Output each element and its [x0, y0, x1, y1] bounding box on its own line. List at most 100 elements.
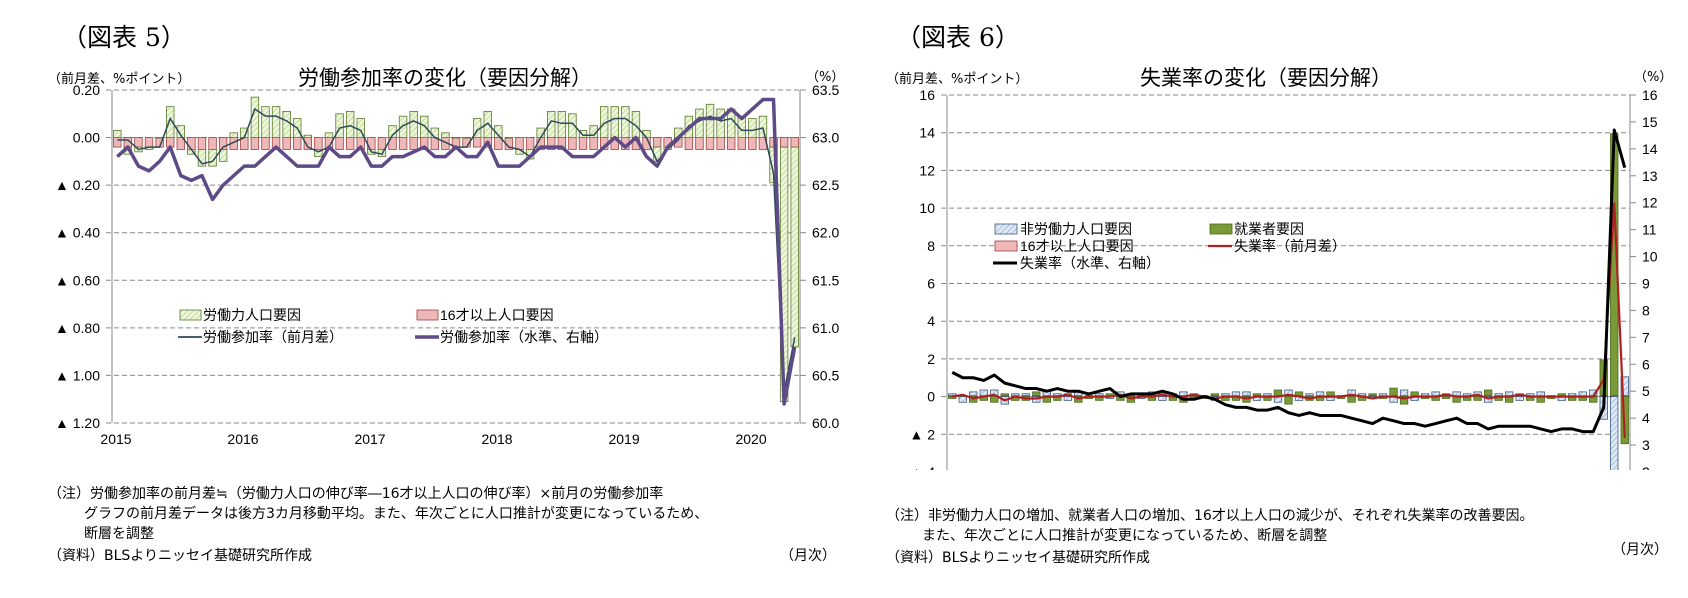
y-left-tick-label: ▲ 0.20: [55, 177, 100, 193]
bar-pop16: [779, 137, 789, 148]
chart1-title: 労働参加率の変化（要因分解）: [298, 66, 592, 90]
bar-pop16: [652, 137, 662, 148]
line-ur-diff: [952, 202, 1626, 439]
chart1-plot: 0.20 0.00 ▲ 0.20 ▲ 0.40 ▲ 0.60 ▲ 0.80 ▲ 1.00 ▲ …: [55, 82, 839, 447]
bar-pop16: [144, 137, 154, 148]
y-left-tick-label: 0.20: [73, 82, 100, 98]
y-left-tick-label: 4: [927, 313, 935, 329]
bar-pop16: [727, 137, 736, 150]
bar-pop16: [705, 137, 715, 150]
bar-pop16: [589, 137, 598, 150]
bar-nilf: [1578, 391, 1587, 397]
bar-pop16: [377, 137, 387, 150]
legend-label-pop16: 16才以上人口要因: [1020, 238, 1134, 254]
chart2-right-unit: （%）: [1634, 70, 1673, 85]
bar-labor-force: [578, 130, 588, 138]
legend-label-pop16: 16才以上人口要因: [440, 307, 554, 323]
bar-labor-force: [229, 132, 238, 138]
bar-pop16: [208, 137, 217, 150]
bar-employed: [1557, 393, 1566, 397]
bar-labor-force: [166, 106, 175, 138]
bar-labor-force: [790, 146, 799, 348]
bar-labor-force: [504, 137, 514, 139]
y-right-tick-label: 10: [1642, 249, 1658, 265]
bar-pop16: [345, 137, 355, 150]
bar-nilf: [1620, 376, 1629, 397]
bar-employed: [1032, 391, 1041, 397]
bar-pop16: [737, 137, 746, 150]
chart1-note-1: （注）労働参加率の前月差≒（労働力人口の伸び率―16才以上人口の伸び率）×前月の…: [48, 486, 664, 502]
bar-employed: [1347, 396, 1356, 403]
y-left-tick-label: 10: [919, 200, 935, 216]
bar-nilf: [1315, 391, 1325, 397]
legend-swatch-employed: [1209, 223, 1233, 235]
bar-labor-force: [409, 111, 418, 138]
bar-nilf: [1568, 393, 1577, 397]
bar-pop16: [197, 137, 207, 150]
bar-pop16: [748, 137, 757, 150]
y-left-tick-label: 0.00: [73, 130, 100, 146]
legend-label-employed: 就業者要因: [1234, 221, 1304, 237]
bar-nilf: [1399, 389, 1409, 397]
y-left-tick-label: ▲ 2: [909, 426, 935, 442]
y-right-tick-label: 12: [1642, 195, 1658, 211]
bar-labor-force: [345, 111, 355, 138]
bar-labor-force: [271, 106, 281, 138]
line-lfpr-level: [116, 97, 797, 406]
bar-nilf: [1263, 393, 1272, 397]
y-right-tick-label: 3: [1642, 437, 1650, 453]
y-right-tick-label: 61.0: [812, 320, 839, 336]
chart1-right-unit: （%）: [806, 70, 845, 85]
bar-nilf: [1063, 396, 1072, 401]
y-right-tick-label: 16: [1642, 87, 1658, 103]
bar-labor-force: [430, 127, 440, 138]
bar-nilf: [1305, 393, 1314, 397]
bar-pop16: [134, 137, 143, 148]
y-right-tick-label: 4: [1642, 410, 1650, 426]
bar-nilf: [1536, 391, 1545, 397]
bar-nilf: [1221, 393, 1230, 397]
bar-labor-force: [324, 132, 334, 138]
bar-labor-force: [716, 108, 725, 138]
bar-nilf: [1011, 393, 1020, 397]
y-right-tick-label: 5: [1642, 383, 1650, 399]
y-right-tick-label: 62.5: [812, 177, 839, 193]
bar-pop16: [398, 137, 408, 150]
bar-labor-force: [420, 115, 429, 138]
bar-labor-force: [113, 130, 122, 138]
legend-label-labor-force: 労働力人口要因: [203, 307, 301, 323]
bar-employed: [1399, 396, 1409, 405]
line-lfpr-diff: [117, 107, 796, 393]
chart1-left-unit: （前月差、%ポイント）: [48, 72, 191, 87]
bar-labor-force: [261, 106, 270, 138]
bar-labor-force: [451, 137, 461, 139]
y-right-tick-label: 14: [1642, 141, 1658, 157]
bar-labor-force: [758, 115, 768, 138]
bar-pop16: [409, 137, 418, 150]
bar-labor-force: [462, 137, 471, 139]
bar-nilf: [1158, 396, 1167, 401]
y-left-tick-label: ▲ 0.60: [55, 272, 100, 288]
y-right-tick-label: 62.0: [812, 225, 839, 241]
bar-employed: [1473, 396, 1482, 401]
bar-employed: [1273, 389, 1283, 397]
bar-labor-force: [483, 111, 492, 138]
y-right-tick-label: 2: [1642, 464, 1650, 470]
x-tick-label: 2015: [100, 431, 131, 447]
bar-nilf: [1378, 393, 1388, 397]
bar-nilf: [979, 389, 988, 397]
bar-labor-force: [398, 115, 408, 138]
bar-pop16: [790, 137, 799, 148]
figure-6-label: （図表 6）: [896, 23, 1020, 52]
y-right-tick-label: 9: [1642, 276, 1650, 292]
y-right-tick-label: 7: [1642, 329, 1650, 345]
figure-5-label: （図表 5）: [62, 23, 186, 52]
y-left-tick-label: ▲ 0.80: [55, 320, 100, 336]
bar-nilf: [1420, 393, 1430, 397]
bar-labor-force: [695, 108, 704, 138]
y-left-tick-label: 16: [919, 87, 935, 103]
x-tick-label: 2020: [735, 431, 766, 447]
y-left-tick-label: 12: [919, 162, 935, 178]
y-right-tick-label: 13: [1642, 168, 1658, 184]
bar-labor-force: [557, 111, 567, 138]
